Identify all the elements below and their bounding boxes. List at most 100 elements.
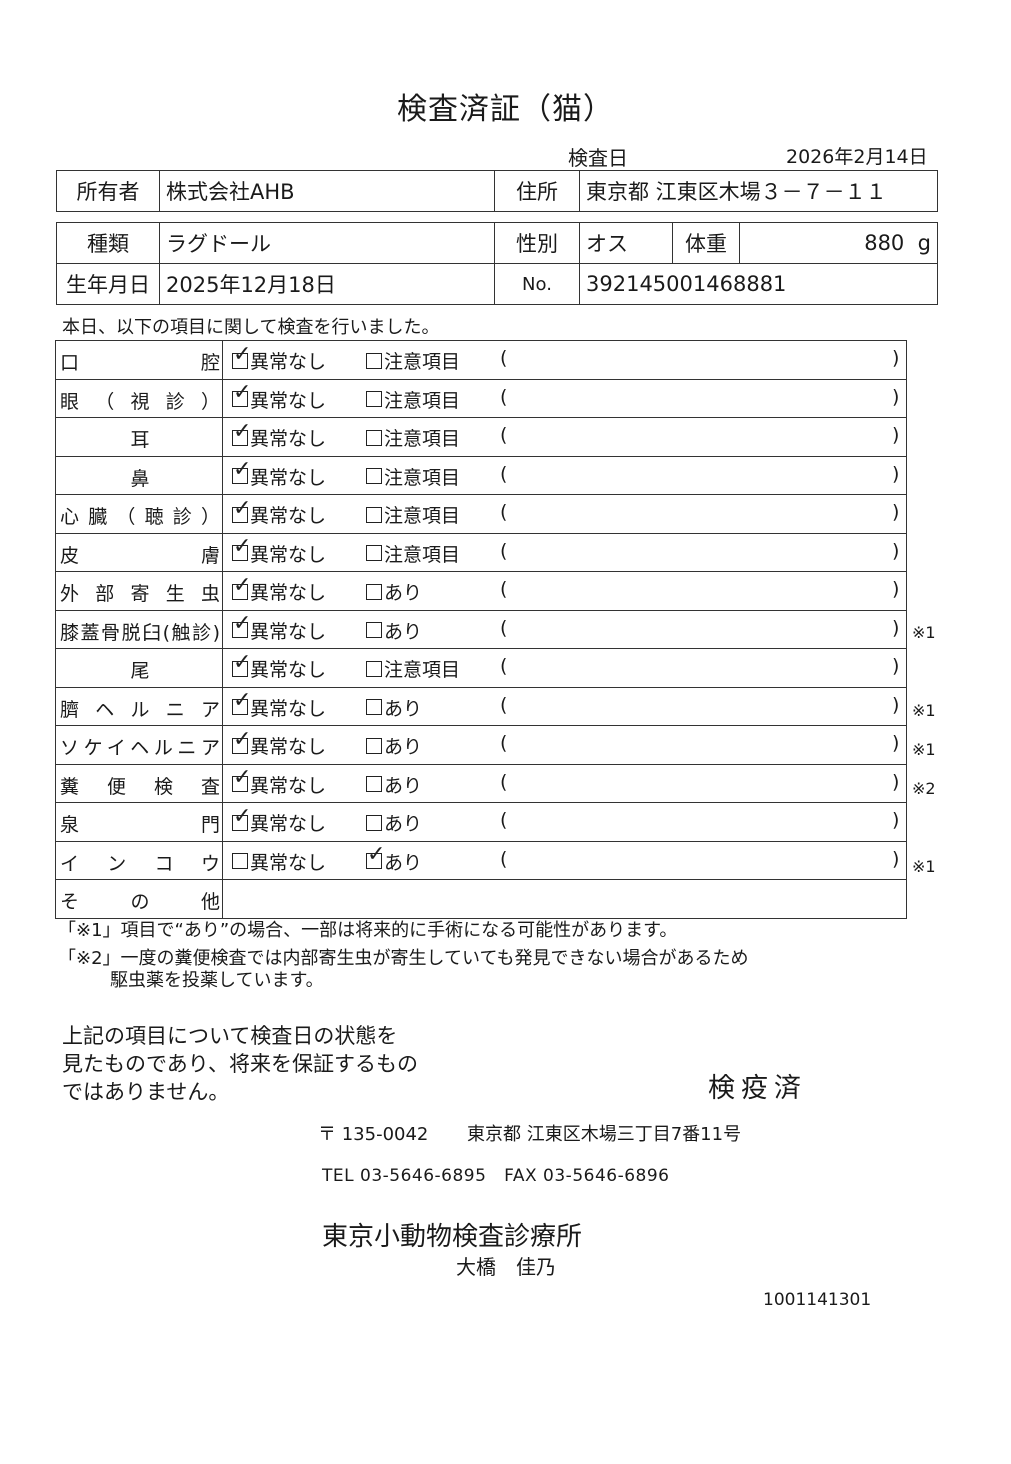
checkbox[interactable]: ✓ — [232, 342, 251, 369]
checkbox[interactable]: ✓ — [232, 496, 251, 523]
checkbox[interactable] — [366, 545, 382, 561]
checkbox[interactable] — [366, 622, 382, 638]
checkbox[interactable]: ✓ — [366, 842, 385, 869]
option-alt[interactable]: あり — [366, 617, 422, 644]
fax: FAX 03-5646-6896 — [504, 1166, 670, 1186]
checkbox[interactable]: ✓ — [232, 534, 251, 561]
option-ok[interactable]: ✓ 異常なし — [232, 457, 326, 490]
check-mark-icon: ✓ — [233, 611, 252, 636]
option-alt[interactable]: あり — [366, 809, 422, 836]
checkbox[interactable] — [366, 468, 382, 484]
option-ok[interactable]: ✓ 異常なし — [232, 342, 326, 374]
checkbox[interactable] — [366, 583, 382, 600]
row-note: ※2 — [912, 779, 936, 798]
weight-value: 880 — [864, 231, 905, 255]
divider — [222, 687, 223, 725]
option-alt[interactable]: 注意項目 — [366, 386, 460, 413]
checkbox[interactable] — [366, 391, 382, 407]
disclaimer: 上記の項目について検査日の状態を 見たものであり、将来を保証するもの ではありま… — [62, 1022, 418, 1106]
checkbox[interactable]: ✓ — [232, 611, 251, 638]
check-mark-icon: ✓ — [233, 688, 252, 713]
option-ok[interactable]: ✓ 異常なし — [232, 765, 326, 798]
checkbox[interactable]: ✓ — [232, 765, 251, 792]
option-alt[interactable]: 注意項目 — [366, 424, 460, 451]
check-mark-icon: ✓ — [233, 380, 252, 405]
paren-open: ( — [500, 693, 508, 716]
option-ok-label: 異常なし — [250, 428, 327, 450]
checkbox[interactable] — [366, 699, 382, 715]
row-label: 泉門 — [60, 814, 220, 836]
option-ok[interactable]: ✓ 異常なし — [232, 727, 326, 759]
option-alt[interactable]: あり — [366, 771, 422, 798]
intro-text: 本日、以下の項目に関して検査を行いました。 — [62, 317, 440, 338]
option-alt[interactable]: あり — [366, 732, 422, 759]
option-alt[interactable]: 注意項目 — [366, 540, 460, 567]
clinic-address: 東京都 江東区木場三丁目7番11号 — [467, 1124, 742, 1145]
inspection-row: 臍ヘルニア ✓ 異常なし あり () — [55, 687, 907, 726]
checkbox[interactable] — [366, 352, 382, 369]
option-alt-label: あり — [384, 813, 423, 835]
clinic-name: 東京小動物検査診療所 — [322, 1222, 583, 1252]
checkbox[interactable]: ✓ — [232, 804, 251, 831]
inspection-row: 膝蓋骨脱臼(触診) ✓ 異常なし あり () — [55, 610, 907, 649]
option-alt[interactable]: 注意項目 — [366, 501, 460, 528]
option-ok[interactable]: ✓ 異常なし — [232, 611, 327, 644]
option-alt-label: 注意項目 — [384, 505, 461, 527]
row-note: ※1 — [912, 857, 936, 876]
paren-close: ) — [892, 347, 900, 369]
checkbox[interactable] — [366, 660, 382, 677]
checkbox[interactable]: ✓ — [232, 650, 251, 677]
option-alt[interactable]: あり — [366, 694, 422, 721]
option-alt[interactable]: 注意項目 — [366, 655, 460, 682]
checkbox[interactable] — [366, 506, 382, 523]
exam-date-value: 2026年2月14日 — [786, 146, 928, 168]
inspection-row: インコウ 異常なし ✓ あり () — [55, 841, 907, 880]
tel: TEL 03-5646-6895 — [322, 1166, 487, 1186]
checkbox[interactable]: ✓ — [232, 688, 251, 715]
divider — [222, 764, 223, 802]
row-label: 皮膚 — [60, 544, 220, 567]
option-ok[interactable]: ✓ 異常なし — [232, 573, 326, 605]
option-ok-label: 異常なし — [250, 697, 327, 720]
checkbox[interactable] — [366, 737, 382, 754]
weight-unit: g — [917, 231, 931, 255]
option-alt[interactable]: 注意項目 — [366, 347, 460, 374]
option-ok-label: 異常なし — [250, 813, 327, 835]
inspection-row: 外部寄生虫 ✓ 異常なし あり () — [55, 572, 907, 611]
disclaimer-line: 上記の項目について検査日の状態を — [62, 1024, 398, 1048]
option-alt[interactable]: 注意項目 — [366, 463, 460, 490]
paren-close: ) — [892, 655, 900, 677]
option-ok[interactable]: ✓ 異常なし — [232, 380, 326, 413]
checkbox[interactable]: ✓ — [232, 380, 251, 407]
divider — [222, 649, 223, 687]
checkbox[interactable]: ✓ — [232, 573, 251, 600]
paren-close: ) — [892, 501, 900, 523]
checkbox[interactable] — [366, 429, 382, 446]
check-mark-icon: ✓ — [233, 534, 252, 559]
option-ok[interactable]: ✓ 異常なし — [232, 688, 327, 721]
check-mark-icon: ✓ — [233, 457, 252, 482]
option-ok[interactable]: ✓ 異常なし — [232, 804, 327, 836]
option-ok[interactable]: ✓ 異常なし — [232, 419, 327, 451]
option-alt[interactable]: ✓ あり — [366, 842, 422, 875]
checkbox[interactable] — [232, 853, 248, 869]
row-label: 臍ヘルニア — [60, 698, 220, 721]
row-label: 糞便検査 — [60, 775, 220, 798]
option-ok[interactable]: ✓ 異常なし — [232, 650, 326, 682]
checkbox[interactable]: ✓ — [232, 419, 251, 446]
checkbox[interactable] — [366, 814, 382, 831]
checkbox[interactable] — [366, 776, 382, 792]
row-note: ※1 — [912, 740, 936, 759]
paren-close: ) — [892, 732, 900, 754]
weight-label: 体重 — [672, 222, 740, 264]
divider — [222, 841, 223, 879]
exam-date-label: 検査日 — [568, 146, 628, 170]
checkbox[interactable]: ✓ — [232, 727, 251, 754]
option-ok[interactable]: 異常なし — [232, 848, 326, 875]
option-ok[interactable]: ✓ 異常なし — [232, 534, 326, 567]
option-ok-label: 異常なし — [250, 620, 327, 643]
checkbox[interactable]: ✓ — [232, 457, 251, 484]
option-alt[interactable]: あり — [366, 578, 422, 605]
option-ok[interactable]: ✓ 異常なし — [232, 496, 326, 528]
paren-close: ) — [892, 462, 900, 485]
